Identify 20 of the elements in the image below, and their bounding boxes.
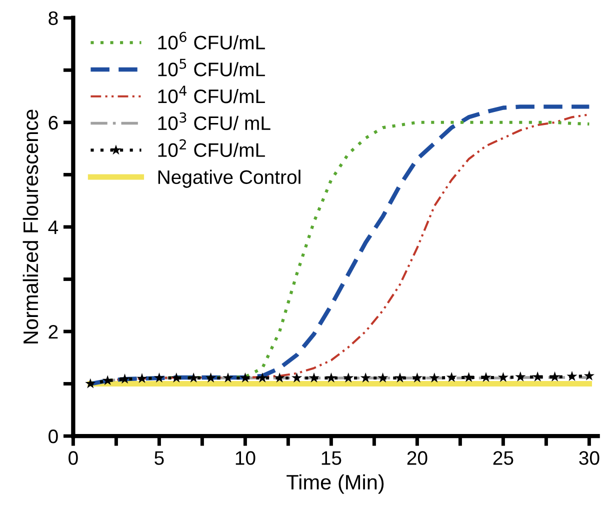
y-tick-label: 4 bbox=[48, 220, 58, 234]
x-tick-label: 30 bbox=[579, 451, 600, 465]
legend-label: 10$^{3}$ CFU/ mL bbox=[158, 112, 270, 130]
legend-label: 10$^{2}$ CFU/mL bbox=[158, 139, 265, 157]
legend-label: Negative Control bbox=[158, 170, 300, 188]
x-tick-label: 15 bbox=[322, 451, 342, 465]
legend-label: 10$^{4}$ CFU/mL bbox=[158, 86, 265, 104]
x-tick-label: 0 bbox=[68, 451, 78, 465]
y-tick-label: 2 bbox=[48, 324, 58, 339]
legend-label: 10$^{5}$ CFU/mL bbox=[158, 58, 265, 76]
x-tick-label: 25 bbox=[493, 451, 514, 465]
y-tick-label: 6 bbox=[48, 116, 58, 130]
y-axis-title: Normalized Flourescence bbox=[22, 110, 38, 344]
x-tick-label: 5 bbox=[154, 451, 164, 465]
legend-label: 10$^{6}$ CFU/mL bbox=[158, 32, 265, 50]
x-tick-label: 20 bbox=[407, 451, 428, 465]
x-tick-label: 10 bbox=[236, 451, 256, 465]
y-tick-label: 8 bbox=[48, 11, 58, 26]
y-tick-label: 0 bbox=[48, 430, 58, 444]
x-axis-title: Time (Min) bbox=[286, 474, 384, 494]
